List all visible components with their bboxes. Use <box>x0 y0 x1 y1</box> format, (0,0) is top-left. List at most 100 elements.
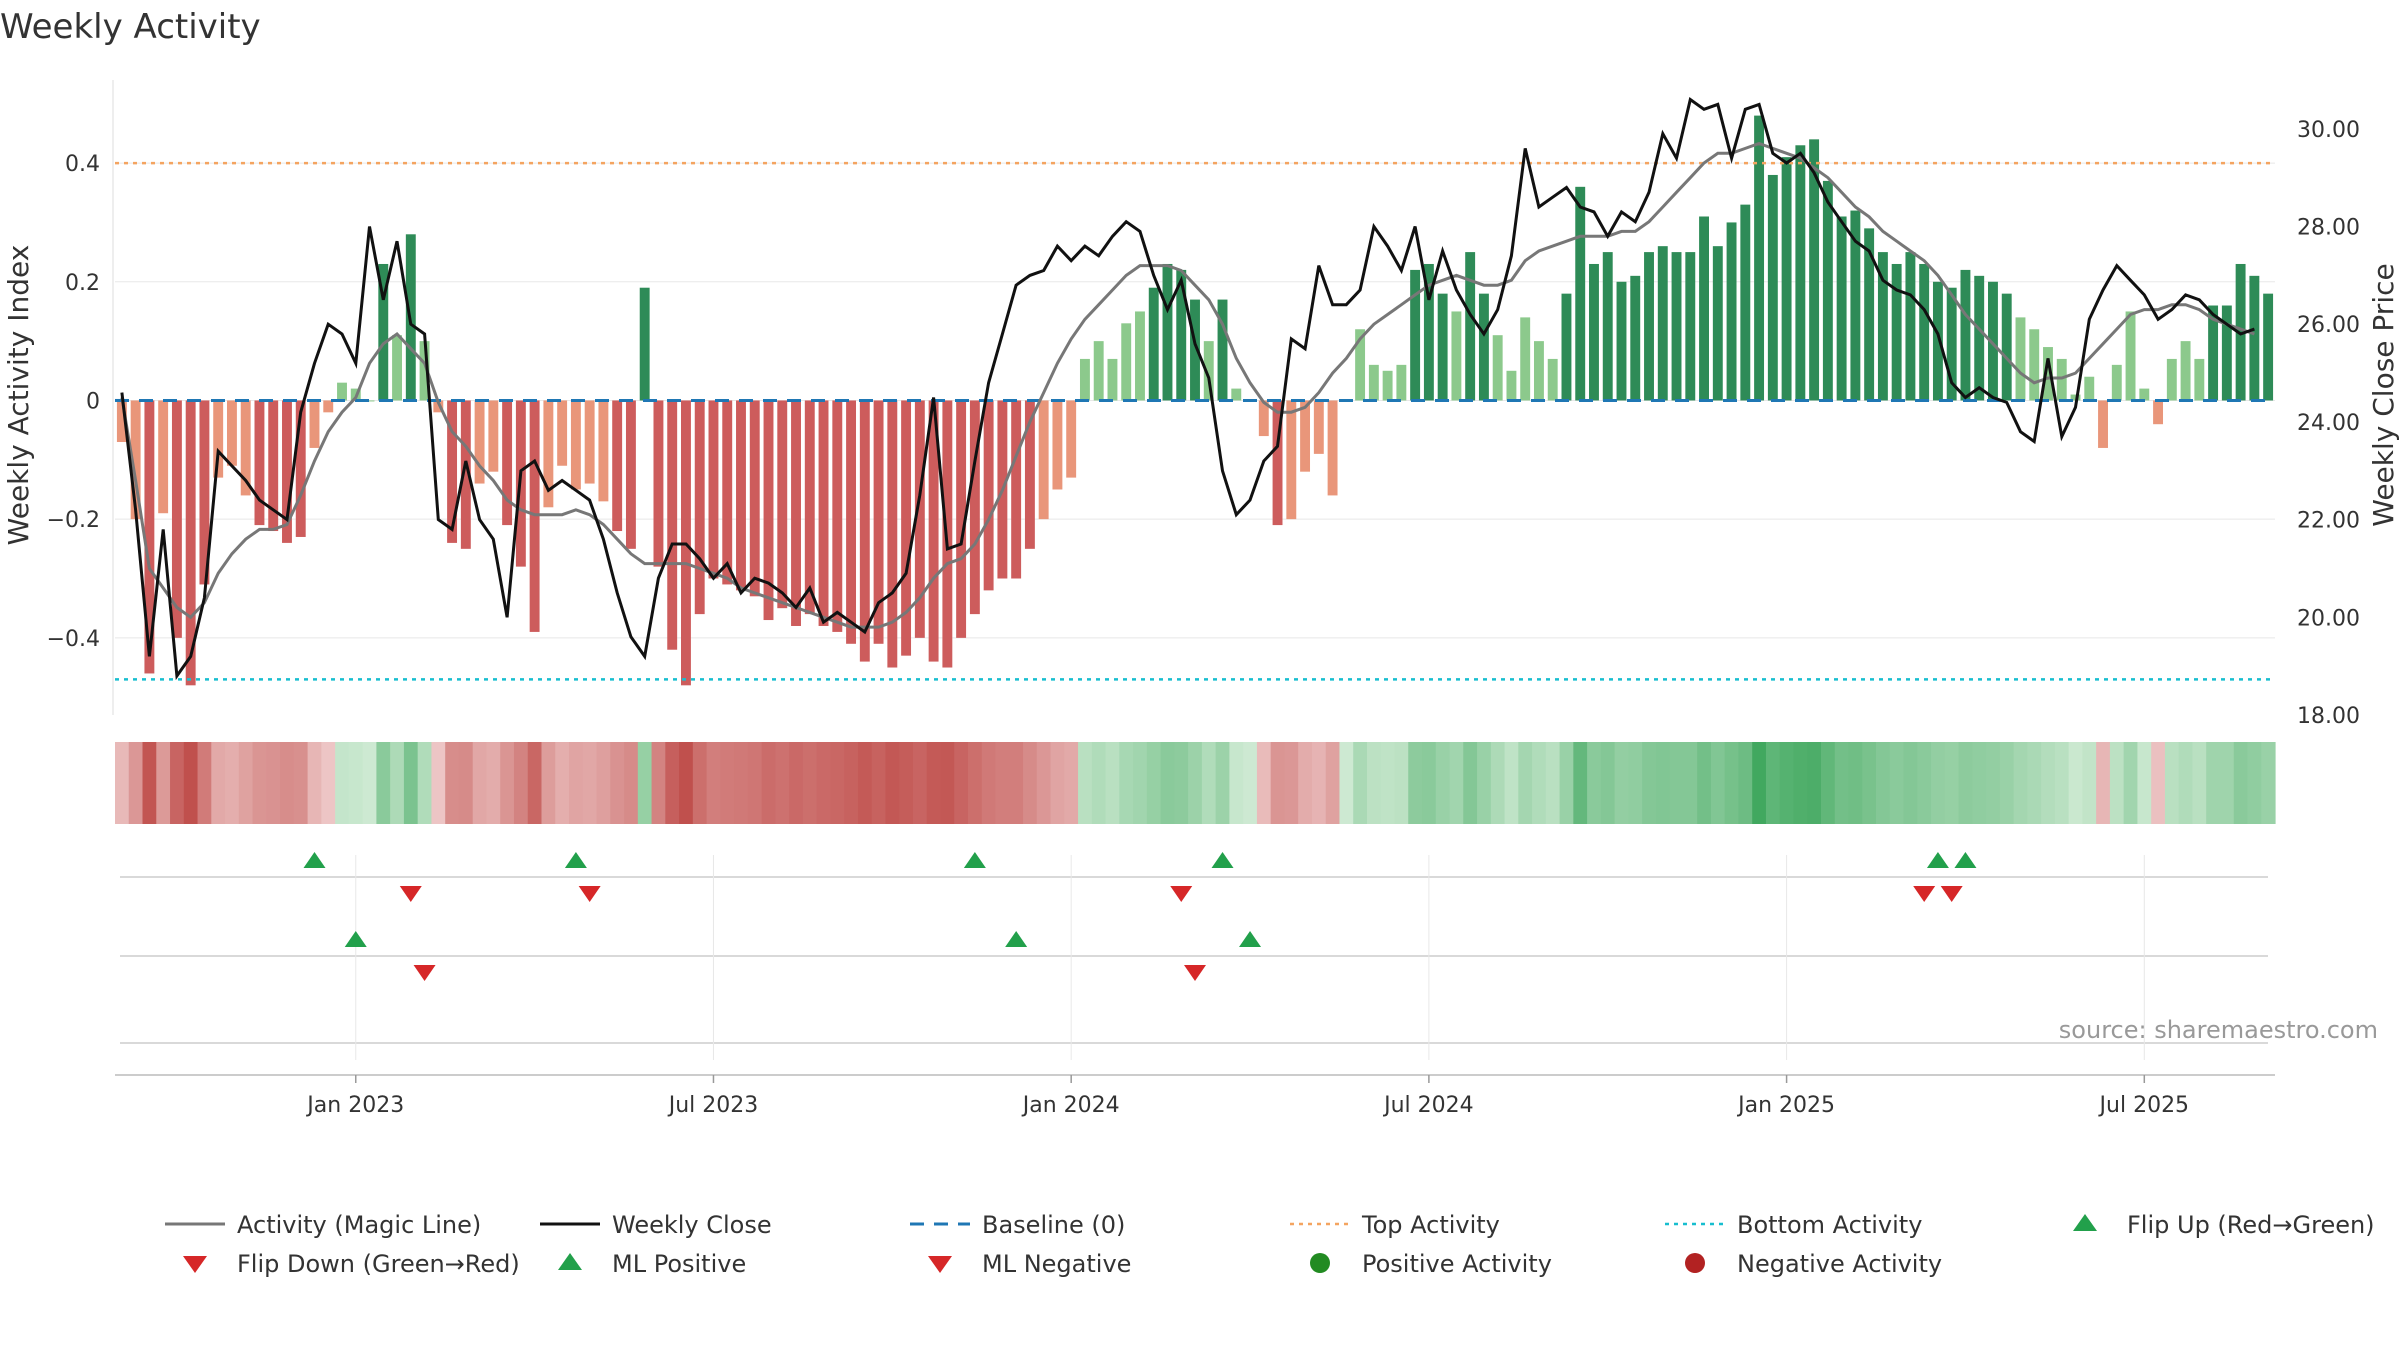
heat-cell <box>912 742 928 824</box>
x-tick-label: Jul 2023 <box>667 1093 759 1118</box>
heat-cell <box>280 742 295 824</box>
heat-cell <box>1862 742 1877 824</box>
heat-cell <box>1366 742 1382 824</box>
heat-cell <box>1463 742 1478 824</box>
activity-bar <box>1864 228 1875 401</box>
activity-bars <box>116 115 2274 686</box>
y-left-tick-label: 0.4 <box>65 152 100 177</box>
legend-swatch-up <box>2073 1214 2097 1231</box>
activity-bar <box>1024 400 1035 549</box>
activity-bar <box>268 400 279 532</box>
heat-cell <box>1105 742 1120 824</box>
y-axis-right-label: Weekly Close Price <box>2367 263 2400 526</box>
activity-bar <box>2249 275 2260 401</box>
activity-bar <box>708 400 719 579</box>
heat-cell <box>1380 742 1396 824</box>
activity-bar <box>2029 329 2040 401</box>
heat-cell <box>500 742 515 824</box>
heat-cell <box>1655 742 1671 824</box>
y-axis-left-label: Weekly Activity Index <box>2 245 35 546</box>
magic-line <box>120 141 2255 629</box>
activity-bar <box>1437 293 1448 401</box>
activity-bar <box>213 400 224 478</box>
activity-bar <box>1396 364 1407 401</box>
activity-bar <box>570 400 581 490</box>
heat-cell <box>981 742 997 824</box>
heat-cell <box>293 742 309 824</box>
ml-positive-marker <box>344 931 367 947</box>
activity-bar <box>791 400 801 626</box>
activity-bar <box>1217 299 1228 401</box>
heat-cell <box>1642 742 1657 824</box>
flip-down-marker <box>399 886 422 902</box>
heat-cell <box>1119 742 1134 824</box>
legend-label: Negative Activity <box>1737 1250 1942 1278</box>
activity-bar <box>983 400 994 591</box>
heat-cell <box>2109 742 2125 824</box>
activity-bar <box>2153 400 2164 425</box>
activity-bar <box>1533 341 1544 401</box>
heat-cell <box>1518 742 1533 824</box>
heat-cell <box>1614 742 1629 824</box>
legend-swatch-down <box>928 1256 952 1273</box>
heat-cell <box>1490 742 1506 824</box>
activity-bar <box>1520 317 1531 401</box>
heat-cell <box>1270 742 1286 824</box>
activity-bar <box>1121 323 1132 401</box>
weekly-close-line <box>120 96 2255 681</box>
flip-up-marker <box>1926 852 1949 868</box>
heat-cell <box>1573 742 1588 824</box>
activity-bar <box>2208 305 2219 401</box>
heat-cell <box>513 742 529 824</box>
heat-cell <box>1532 742 1547 824</box>
activity-bar <box>1932 281 1943 401</box>
heat-cell <box>1917 742 1932 824</box>
x-tick-label: Jul 2024 <box>1382 1093 1474 1118</box>
activity-bar <box>1905 252 1916 401</box>
activity-bar <box>969 400 980 615</box>
activity-bar <box>2015 317 2026 401</box>
heat-cell <box>610 742 625 824</box>
activity-bar <box>612 400 623 532</box>
activity-bar <box>364 400 375 402</box>
activity-bar <box>1685 252 1696 401</box>
heat-cell <box>940 742 955 824</box>
legend-label: Positive Activity <box>1362 1250 1552 1278</box>
activity-bar <box>2084 376 2095 401</box>
activity-bar <box>323 400 334 413</box>
heat-cell <box>128 742 144 824</box>
flip-up-marker <box>564 852 587 868</box>
activity-bar <box>1272 400 1283 526</box>
activity-bar <box>1589 263 1599 401</box>
activity-bar <box>1313 400 1324 454</box>
heat-cell <box>1820 742 1836 824</box>
heat-cell <box>1848 742 1863 824</box>
heat-cell <box>1078 742 1093 824</box>
activity-bar <box>1712 246 1723 401</box>
heat-cell <box>486 742 501 824</box>
activity-bar <box>2001 293 2012 401</box>
heat-cell <box>1243 742 1258 824</box>
heat-cell <box>2233 742 2249 824</box>
legend-swatch-dot <box>1310 1253 1330 1273</box>
heat-cell <box>802 742 818 824</box>
heat-cell <box>2261 742 2276 824</box>
activity-bar <box>1644 252 1654 401</box>
activity-bar <box>1699 216 1709 401</box>
heat-cell <box>1174 742 1189 824</box>
activity-bar <box>2139 388 2150 401</box>
legend-label: Flip Up (Red→Green) <box>2127 1211 2375 1239</box>
heat-cell <box>2123 742 2139 824</box>
heat-cell <box>1779 742 1795 824</box>
heat-cell <box>1545 742 1561 824</box>
heat-cell <box>1339 742 1354 824</box>
activity-bar <box>1148 287 1159 401</box>
heat-cell <box>596 742 611 824</box>
heat-cell <box>321 742 336 824</box>
activity-bar <box>1602 252 1613 401</box>
y-left-tick-label: −0.2 <box>47 508 100 533</box>
y-right-tick-label: 26.00 <box>2297 313 2360 338</box>
heat-cell <box>1160 742 1175 824</box>
activity-bar <box>1657 246 1668 401</box>
flip-up-marker <box>963 852 986 868</box>
